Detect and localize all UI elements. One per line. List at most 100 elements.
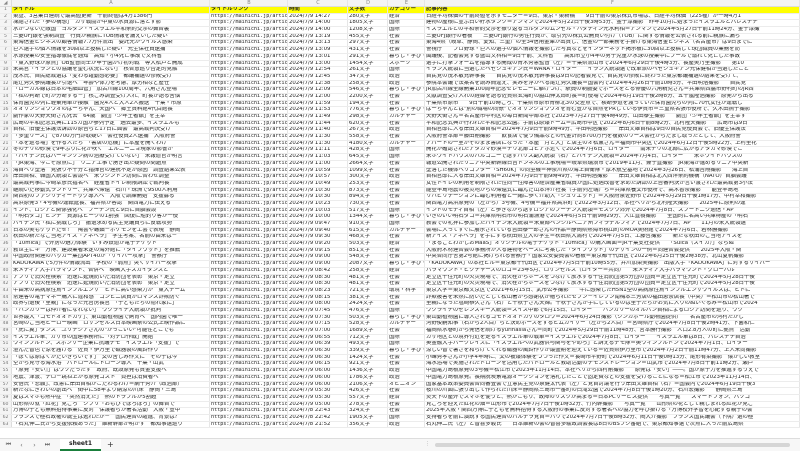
cell-title[interactable]: 水がつないだ敵国 ヨルダン・イスラエル平和条約交渉の舞台裏 [12, 27, 210, 33]
cell-title[interactable]: イスラエル軍、ガザ市の国連事務所に「対テロ作戦」開始 [12, 334, 210, 341]
cell-category[interactable]: 政治 [388, 421, 425, 428]
cell-category[interactable]: 経済 [388, 267, 425, 274]
cell-title[interactable]: 冬のチリの砂漠で9年ぶりに花が咲く エルニーニョ現象の影響か [12, 147, 210, 154]
cell-title[interactable]: 安倍氏「悲願」、改憲に岸田首相がこだわるわけ＝網千秀介（政治部） [12, 381, 210, 388]
cell-title[interactable]: 日本の美もゲットだぜ！ 陶芸や螺鈿－ポケモンを工芸で表現 静岡 [12, 227, 210, 234]
cell-content[interactable]: 小峰秀孝さんが小学4年時に、父の被爆体験をつづった作文＝長崎市平野町で2024年… [425, 354, 800, 361]
cell-link[interactable]: https://mainichi.jp/artic [211, 227, 288, 234]
cell-time[interactable]: 2024/7/9 08:30 [288, 274, 348, 281]
cell-link[interactable]: https://mainichi.jp/artic [211, 234, 288, 241]
cell-chars[interactable]: 291文字 [348, 53, 388, 60]
cell-chars[interactable]: 546文字 [348, 87, 388, 93]
cell-category[interactable]: 社会 [388, 194, 425, 200]
cell-category[interactable]: 暮らし・学び・医療 [388, 107, 425, 113]
cell-time[interactable]: 2024/7/9 10:59 [288, 167, 348, 174]
cell-content[interactable]: 首相官邸に入る岸田文雄首相＝2024年7月9日午前9時49分、平田明浩撮影 岸田… [425, 174, 800, 180]
cell-category[interactable]: 暮らし・学び・医療 [388, 87, 425, 93]
row-number[interactable]: 62 [0, 414, 12, 421]
row-number[interactable]: 47 [0, 314, 12, 321]
cell-content[interactable]: 詐欺被害を未然に防いだとして松山署から感謝状が贈られたセブン－イレブン南梅本三芳… [425, 294, 800, 301]
cell-time[interactable]: 2024/7/9 11:00 [288, 160, 348, 167]
cell-time[interactable]: 2024/7/9 11:40 [288, 127, 348, 134]
cell-time[interactable]: 2024/7/9 05:30 [288, 388, 348, 394]
cell-title[interactable]: 宮崎のご当地ヒーロー映画 ロサンゼルス日本映画祭の公式上映作品に [12, 321, 210, 327]
cell-chars[interactable]: 2087文字 [348, 261, 388, 267]
cell-category[interactable]: スポーツ [388, 60, 425, 67]
cell-content[interactable]: 福岡県水巻町から発信を続けるyurinasiaさん＝同町で2024年5月29日午… [425, 328, 800, 334]
cell-chars[interactable]: 428文字 [348, 147, 388, 154]
cell-category[interactable]: 政治 [388, 73, 425, 80]
cell-content[interactable]: 閣議後、記者会見する盛山文科相＝9日午前、文科省 高知市立小4年の男子児童が水泳… [425, 53, 800, 60]
cell-time[interactable]: 2024/7/9 06:00 [288, 374, 348, 381]
cell-time[interactable]: 2024/7/9 14:27 [288, 13, 348, 20]
row-number[interactable]: 3 [0, 20, 12, 27]
cell-category[interactable]: 社会 [388, 408, 425, 414]
cell-category[interactable]: 社会 [388, 120, 425, 127]
row-number[interactable]: 29 [0, 194, 12, 200]
cell-link[interactable]: https://mainichi.jp/artic [211, 287, 288, 294]
next-sheet-button[interactable]: › [33, 441, 36, 449]
cell-title[interactable]: 「原発『安い』」はウソだったす 政府、既設原発も資金支援へ [12, 368, 210, 374]
cell-category[interactable]: 国際 [388, 334, 425, 341]
cell-title[interactable]: 岸田首相、韓国大統領と会談へ 米ワシントン訪問に合わせ調整 [12, 174, 210, 180]
row-number[interactable]: 1 [0, 7, 12, 13]
row-number[interactable]: 20 [0, 134, 12, 140]
cell-category[interactable]: 社会 [388, 134, 425, 140]
horizontal-scrollbar[interactable] [435, 443, 790, 447]
cell-title[interactable]: 「JR東海、今こそ原点に」 リニア工事で湧き出た疑問の問題点 [12, 160, 210, 167]
cell-link[interactable]: https://mainichi.jp/artic [211, 314, 288, 321]
column-header-e[interactable]: E [388, 0, 425, 6]
cell-link[interactable]: https://mainichi.jp/artic [211, 80, 288, 87]
cell-link[interactable]: https://mainichi.jp/artic [211, 207, 288, 214]
cell-time[interactable]: 2024/7/9 10:30 [288, 194, 348, 200]
row-number[interactable]: 6 [0, 40, 12, 47]
cell-content[interactable]: 千葉県市原市 9日午前10時ごろ、千葉県市原市青柳北3の交差点で、横断歩道を渡っ… [425, 100, 800, 107]
column-header-b[interactable]: B [210, 0, 288, 6]
cell-chars[interactable]: 894文字 [348, 194, 388, 200]
cell-content[interactable]: 炎天下の屋外でスマホを使うと、熱がこもり、故障のリスクが高まる＝日本PCサービス… [425, 394, 800, 401]
cell-chars[interactable]: 503文字 [348, 241, 388, 247]
cell-title[interactable]: 茂木氏、自民総裁選は「変わる躍動感必要」 都議補選の惨敗受け [12, 73, 210, 80]
cell-content[interactable]: 墜落した機体ヘリコプター「SH60K」の同型機＝神奈川県の海上自衛隊・厚木航空基… [425, 167, 800, 174]
cell-link[interactable]: https://mainichi.jp/artic [211, 274, 288, 281]
cell-chars[interactable]: 1436文字 [348, 368, 388, 374]
row-number[interactable]: 61 [0, 408, 12, 414]
row-number[interactable]: 35 [0, 234, 12, 241]
cell-content[interactable]: 中国電力島根原発の3号機＝松江市で2023年11月14日、本社ヘリから西村剛撮影… [425, 368, 800, 374]
cell-time[interactable]: 2024/7/9 09:47 [288, 221, 348, 227]
cell-time[interactable]: 2024/7/9 13:13 [288, 40, 348, 47]
cell-category[interactable]: カルチャー [388, 140, 425, 147]
cell-time[interactable]: 2024/7/9 06:55 [288, 334, 348, 341]
row-number[interactable]: 33 [0, 221, 12, 227]
cell-title[interactable]: 牛由来の高病原性鳥インフルエンザ ヒトに高い感染力か 東大チーム [12, 287, 210, 294]
cell-chars[interactable]: 258文字 [348, 80, 388, 87]
scrollbar-grip-icon[interactable]: ⋮ [425, 441, 430, 447]
cell-title[interactable]: 高浜原発3・4号機の運転延長、福井県が容認 関西電力に伝える [12, 200, 210, 207]
header-cell-chars[interactable]: 文字数 [348, 7, 388, 13]
cell-title[interactable]: 保育園児の列に軽乗用車が接触 園児4人と大人2人搬送 千葉・市原 [12, 100, 210, 107]
cell-link[interactable]: https://mainichi.jp/artic [211, 100, 288, 107]
cell-title[interactable]: 巨人選手の個人情報を30回以上投稿した疑い 元生保社員逮捕 [12, 47, 210, 53]
cell-title[interactable]: 「石丸伸二氏から支援依頼あった」 維新幹部が明かす 都知事選巡り [12, 421, 210, 428]
cell-content[interactable]: 能登半島地震の被災地からの帰還式に臨んだ山本洋介社長（手前列左端）ら＝兵庫県養父… [425, 187, 800, 194]
cell-content[interactable]: 日経平均株価の午前終値を示すモニター＝9日、東京・東新橋 9日午前の東京株式市場… [425, 13, 800, 20]
cell-chars[interactable]: 1805文字 [348, 20, 388, 27]
cell-link[interactable]: https://mainichi.jp/artic [211, 408, 288, 414]
cell-content[interactable]: 東京大学＝東京都文京区で2021年6月15日、武市公孝撮影 牛に感染したH5N1… [425, 287, 800, 294]
cell-content[interactable]: 里親になった塩崎恭久さん（右）と千秋子さん夫婦。千秋子さんが手にしているのは里子… [425, 301, 800, 307]
cell-category[interactable]: 環境・科学 [388, 287, 425, 294]
cell-link[interactable]: https://mainichi.jp/artic [211, 361, 288, 368]
row-number[interactable]: 7 [0, 47, 12, 53]
row-number[interactable]: 24 [0, 160, 12, 167]
cell-chars[interactable]: 426文字 [348, 388, 388, 394]
row-number[interactable]: 22 [0, 147, 12, 154]
cell-chars[interactable]: 468文字 [348, 234, 388, 241]
cell-link[interactable]: https://mainichi.jp/artic [211, 33, 288, 40]
cell-time[interactable]: 2024/7/9 11:53 [288, 107, 348, 113]
row-number[interactable]: 55 [0, 368, 12, 374]
cell-category[interactable]: カルチャー [388, 114, 425, 120]
cell-category[interactable]: 政治 [388, 80, 425, 87]
row-number[interactable]: 63 [0, 421, 12, 428]
cell-category[interactable]: 政治 [388, 374, 425, 381]
cell-category[interactable]: 国際 [388, 414, 425, 421]
